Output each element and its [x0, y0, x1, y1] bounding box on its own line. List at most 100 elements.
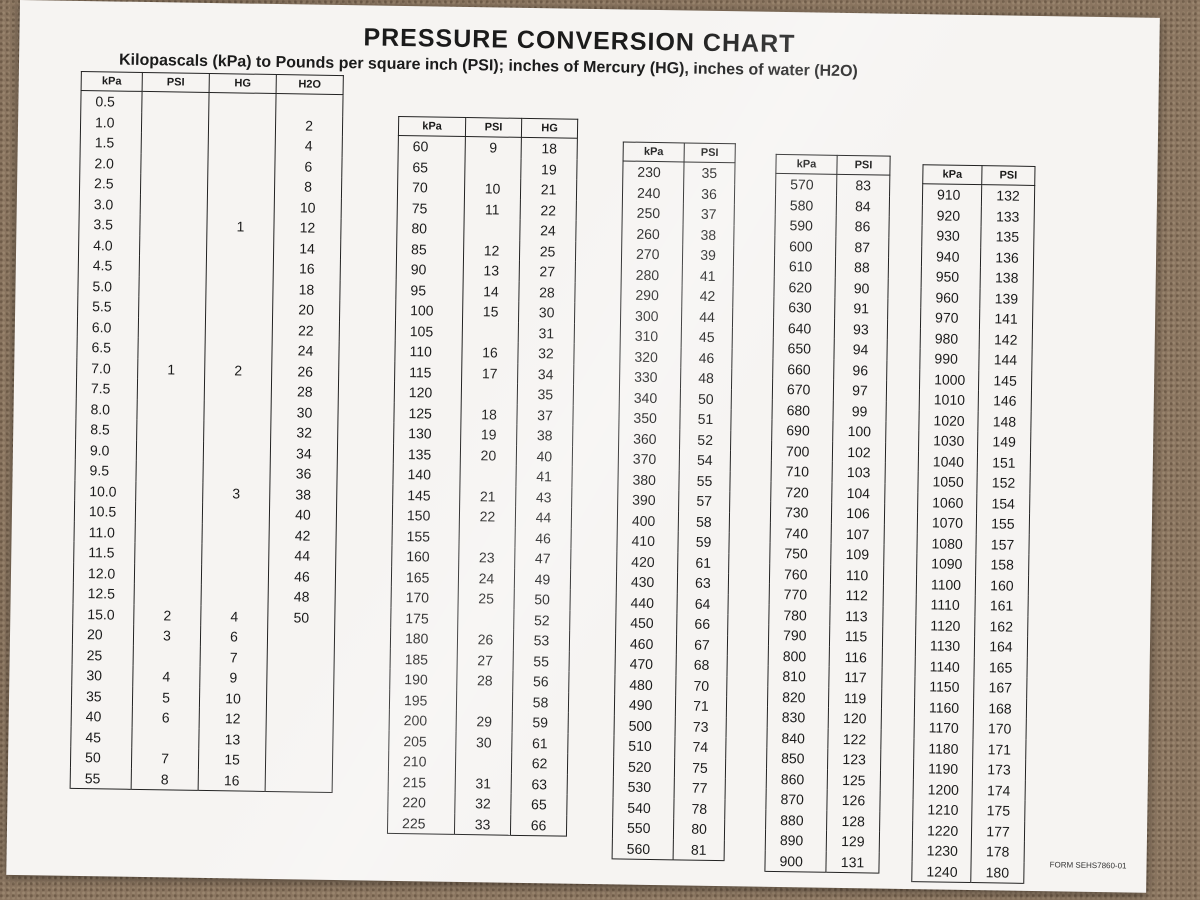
table-row: 760 110: [769, 563, 884, 586]
table-cell: 170: [973, 718, 1027, 740]
table-cell: 9.5: [74, 459, 137, 482]
table-cell: 120: [394, 381, 462, 404]
table-cell: [201, 523, 270, 545]
table-cell: 155: [976, 513, 1030, 535]
column-header: PSI: [465, 117, 522, 138]
table-cell: 880: [765, 809, 827, 831]
table-cell: 25: [519, 240, 576, 262]
table-cell: 400: [617, 509, 679, 532]
table-cell: 65: [397, 156, 466, 179]
table-cell: 112: [830, 584, 884, 607]
table-cell: 3: [202, 482, 270, 504]
table-cell: 107: [831, 523, 885, 545]
table-cell: 67: [676, 633, 728, 656]
table-cell: 152: [976, 472, 1031, 494]
table-row: 1230 178: [912, 840, 1025, 863]
table-cell: 53: [513, 629, 570, 652]
table-cell: 40: [516, 445, 573, 467]
table-row: 195 58: [389, 689, 569, 713]
table-cell: 480: [614, 673, 676, 696]
table-cell: 230: [622, 160, 685, 183]
table-cell: 910: [922, 183, 982, 206]
table-cell: 90: [396, 258, 464, 281]
table-cell: 590: [774, 214, 837, 237]
table-row: 115 17 34: [394, 361, 574, 385]
table-cell: 7.0: [76, 357, 138, 379]
table-row: 670 97: [772, 378, 887, 402]
table-cell: 47: [514, 547, 571, 570]
table-cell: 34: [270, 442, 338, 465]
table-cell: 123: [827, 748, 881, 771]
table-row: 250 37: [622, 202, 735, 225]
table-cell: 9: [465, 136, 522, 159]
table-cell: [139, 214, 208, 237]
table-cell: 1060: [917, 491, 977, 514]
table-row: 530 77: [613, 776, 726, 799]
table-cell: 164: [974, 636, 1028, 658]
table-cell: 30: [455, 731, 513, 753]
table-cell: 50: [513, 588, 571, 611]
table-cell: 20: [460, 444, 517, 466]
table-row: 1000 145: [919, 368, 1032, 391]
table-cell: 165: [391, 566, 459, 588]
table-row: 170 25 50: [391, 586, 571, 611]
table-cell: 46: [268, 565, 336, 588]
table-cell: 125: [393, 402, 462, 424]
table-row: 570 83: [775, 173, 890, 197]
table-cell: 430: [616, 571, 678, 593]
table-cell: 370: [618, 448, 680, 470]
table-cell: 1110: [915, 594, 976, 616]
table-cell: 129: [826, 830, 880, 853]
table-cell: 1240: [911, 860, 972, 883]
table-cell: [205, 297, 273, 320]
table-cell: 44: [681, 305, 733, 328]
table-cell: 14: [462, 280, 520, 302]
table-cell: 600: [774, 235, 836, 257]
table-cell: 310: [620, 325, 682, 347]
table-row: 165 24 49: [391, 566, 571, 590]
table-row: 1010 146: [919, 389, 1032, 412]
table-cell: 780: [768, 604, 831, 626]
table-cell: 730: [770, 501, 832, 524]
table-cell: 240: [622, 181, 684, 204]
table-row: 580 84: [775, 194, 890, 217]
table-cell: [461, 382, 518, 405]
table-row: 200 29 59: [389, 709, 569, 734]
table-row: 100 15 30: [395, 299, 575, 324]
table-row: 1040 151: [918, 450, 1031, 473]
table-cell: 37: [683, 203, 735, 225]
table-cell: 120: [828, 707, 882, 730]
table-cell: [457, 608, 514, 630]
table-cell: 420: [616, 550, 678, 573]
table-cell: 4: [275, 135, 343, 157]
table-cell: 960: [920, 286, 981, 309]
table-cell: 54: [679, 449, 731, 471]
table-row: 850 123: [766, 747, 881, 771]
table-row: 120 35: [394, 381, 574, 406]
table-row: 190 28 56: [389, 668, 570, 693]
table-row: 680 99: [771, 399, 887, 422]
table-cell: 83: [836, 174, 890, 197]
table-cell: 80: [673, 818, 725, 840]
table-row: 500 73: [614, 714, 727, 738]
table-cell: 11.5: [73, 541, 135, 564]
table-row: 1150 167: [914, 676, 1027, 699]
table-row: 230 35: [622, 160, 736, 184]
table-cell: 33: [454, 813, 511, 836]
table-cell: 5.5: [77, 295, 139, 318]
table-row: 410 59: [616, 530, 730, 553]
table-cell: [131, 727, 200, 749]
table-row: 540 78: [612, 796, 726, 820]
table-row: 1080 157: [916, 532, 1030, 555]
table-cell: 850: [766, 747, 828, 770]
table-cell: 790: [768, 624, 830, 647]
table-cell: 36: [683, 182, 735, 205]
table-cell: 140: [392, 463, 461, 486]
column-header: PSI: [684, 142, 736, 163]
table-cell: 195: [389, 689, 457, 711]
table-cell: 15: [462, 300, 519, 323]
table-cell: [462, 321, 519, 343]
table-cell: 670: [772, 378, 834, 401]
table-cell: 1150: [914, 676, 974, 698]
table-cell: [265, 749, 333, 772]
